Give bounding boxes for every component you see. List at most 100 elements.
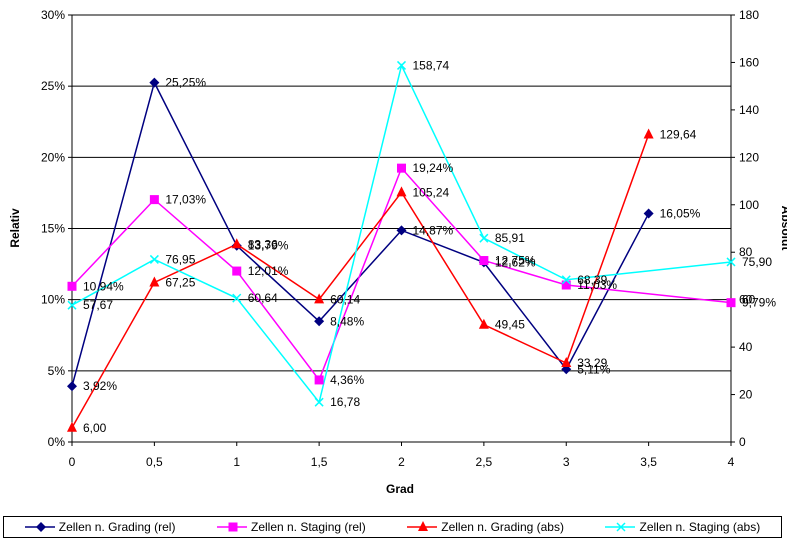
x-tick-label: 1 <box>233 455 240 469</box>
series-line <box>71 63 732 404</box>
y-left-tick-label: 15% <box>41 222 65 236</box>
x-marker <box>232 293 242 303</box>
y-right-tick-label: 160 <box>739 55 759 69</box>
data-label: 9,79% <box>742 296 776 310</box>
tick-labels: 0%5%10%15%20%25%30%020406080100120140160… <box>41 8 759 469</box>
y-right-tick-label: 40 <box>739 340 753 354</box>
x-marker <box>314 397 324 407</box>
data-label: 11,03% <box>577 278 617 292</box>
data-label: 158,74 <box>413 58 450 72</box>
y-axis-left-title: Relativ <box>8 208 22 248</box>
square-marker <box>67 281 77 291</box>
diamond-marker <box>149 77 160 88</box>
legend-label: Zellen n. Grading (rel) <box>58 520 176 534</box>
diamond-marker <box>396 225 407 236</box>
square-marker <box>397 163 406 173</box>
data-label: 129,64 <box>660 127 697 141</box>
series-lines <box>71 63 732 429</box>
triangle-marker <box>314 293 325 304</box>
data-label: 12,62% <box>495 255 536 269</box>
diamond-marker <box>67 381 77 392</box>
triangle-marker <box>149 276 160 287</box>
y-right-tick-label: 100 <box>739 198 759 212</box>
x-marker-stroke <box>616 522 627 532</box>
legend-swatch <box>605 522 636 532</box>
series-markers <box>67 60 736 432</box>
legend: Zellen n. Grading (rel) Zellen n. Staging… <box>3 516 782 538</box>
square-marker <box>232 266 242 276</box>
data-label: 76,95 <box>165 252 195 266</box>
square-marker <box>561 280 571 290</box>
chart-background <box>0 0 787 512</box>
x-marker-stroke <box>561 275 571 285</box>
data-label: 4,36% <box>330 373 364 387</box>
data-label: 12,75% <box>495 254 536 268</box>
square-marker <box>726 298 736 308</box>
x-tick-label: 1,5 <box>311 455 328 469</box>
x-marker <box>67 300 77 310</box>
data-label: 25,25% <box>165 76 206 90</box>
x-tick-label: 3 <box>563 455 570 469</box>
legend-item: Zellen n. Staging (abs) <box>605 520 760 534</box>
data-label: 85,91 <box>495 231 525 245</box>
x-marker-stroke <box>149 254 159 264</box>
x-tick-label: 3,5 <box>640 455 657 469</box>
x-tick-label: 2 <box>398 455 405 469</box>
legend-item: Zellen n. Staging (rel) <box>216 520 366 534</box>
y-right-tick-label: 20 <box>739 388 753 402</box>
data-label: 10,94% <box>83 279 124 293</box>
legend-swatch <box>216 522 247 532</box>
x-marker-stroke <box>726 257 736 267</box>
y-left-tick-label: 30% <box>41 8 65 22</box>
x-tick-label: 0 <box>69 455 76 469</box>
data-label: 16,05% <box>660 207 701 221</box>
x-marker-stroke <box>314 397 324 407</box>
data-label: 8,48% <box>330 314 364 328</box>
x-marker <box>561 275 571 285</box>
data-label: 105,24 <box>413 185 450 199</box>
legend-item: Zellen n. Grading (abs) <box>407 520 564 534</box>
y-left-tick-label: 5% <box>48 364 66 378</box>
series-line <box>71 166 732 382</box>
data-label: 68,39 <box>577 273 607 287</box>
chart: 0%5%10%15%20%25%30%020406080100120140160… <box>0 0 787 512</box>
triangle-marker <box>231 238 242 249</box>
diamond-marker <box>35 522 46 532</box>
y-left-tick-label: 10% <box>41 293 65 307</box>
triangle-marker <box>561 357 572 368</box>
data-label: 83,36 <box>248 237 278 251</box>
legend-label: Zellen n. Staging (rel) <box>250 520 366 534</box>
y-left-tick-label: 25% <box>41 79 65 93</box>
data-label: 60 <box>742 293 756 307</box>
data-label: 12,01% <box>248 264 289 278</box>
legend-item: Zellen n. Grading (rel) <box>24 520 176 534</box>
diamond-marker <box>643 208 654 219</box>
data-label: 33,29 <box>577 356 607 370</box>
data-label: 3,92% <box>83 379 117 393</box>
series-line <box>71 134 650 429</box>
square-marker <box>228 522 238 532</box>
y-left-tick-label: 0% <box>48 435 66 449</box>
diamond-marker <box>314 316 325 327</box>
y-right-tick-label: 140 <box>739 103 759 117</box>
x-tick-label: 4 <box>728 455 735 469</box>
x-marker <box>616 522 627 532</box>
x-tick-label: 2,5 <box>476 455 493 469</box>
x-marker <box>396 60 407 70</box>
legend-label: Zellen n. Staging (abs) <box>639 520 761 534</box>
triangle-marker <box>643 128 654 139</box>
y-right-tick-label: 60 <box>739 293 753 307</box>
x-marker-stroke <box>232 293 242 303</box>
triangle-marker <box>418 521 429 531</box>
y-right-tick-label: 180 <box>739 8 759 22</box>
x-marker <box>479 233 489 243</box>
data-label: 16,78 <box>330 395 360 409</box>
data-label: 14,87% <box>413 223 454 237</box>
data-label: 49,45 <box>495 318 525 332</box>
data-label: 19,24% <box>413 161 454 175</box>
y-right-tick-label: 80 <box>739 245 753 259</box>
triangle-marker <box>67 421 77 432</box>
x-marker-stroke <box>396 60 407 70</box>
x-marker <box>726 257 736 267</box>
square-marker <box>149 195 159 205</box>
